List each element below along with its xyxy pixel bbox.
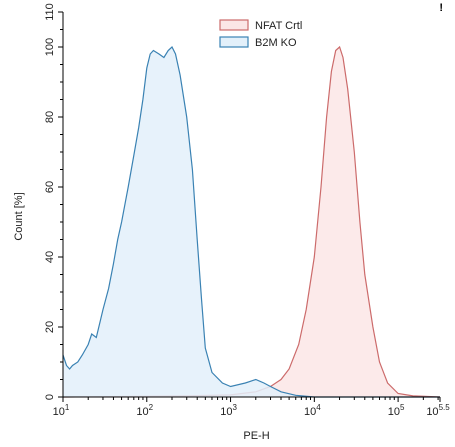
plot-area — [62, 45, 441, 398]
legend-label-1: B2M KO — [255, 37, 297, 49]
x-tick-label: 103 — [220, 403, 237, 418]
legend-swatch-0 — [219, 19, 249, 31]
legend: NFAT Crtl B2M KO — [219, 19, 302, 49]
corner-mark: ! — [439, 2, 443, 14]
x-tick-label: 101 — [53, 403, 70, 418]
y-tick-label: 0 — [44, 394, 56, 400]
y-axis-title: Count [%] — [13, 192, 25, 240]
y-tick-label: 40 — [44, 251, 56, 263]
x-tick-label: 104 — [304, 403, 321, 418]
y-tick-label: 60 — [44, 181, 56, 193]
x-tick-label: 102 — [136, 403, 153, 418]
legend-swatch-1 — [219, 36, 249, 48]
y-tick-label: 80 — [44, 111, 56, 123]
series-line-0 — [62, 45, 441, 398]
series-area-0 — [63, 47, 440, 397]
y-tick-label: 110 — [44, 3, 56, 21]
axes: 0 20 40 60 80 100 110 101 102 103 104 105 105.5 PE-H C… — [13, 3, 450, 442]
x-axis-title: PE-H — [243, 430, 269, 442]
y-tick-label: 100 — [44, 38, 56, 56]
y-tick-label: 20 — [44, 321, 56, 333]
series-area-1 — [63, 47, 440, 397]
x-tick-label: 105 — [388, 403, 405, 418]
x-tick-label: 105.5 — [426, 403, 450, 418]
legend-label-0: NFAT Crtl — [255, 20, 302, 32]
series-line-1 — [62, 46, 440, 398]
